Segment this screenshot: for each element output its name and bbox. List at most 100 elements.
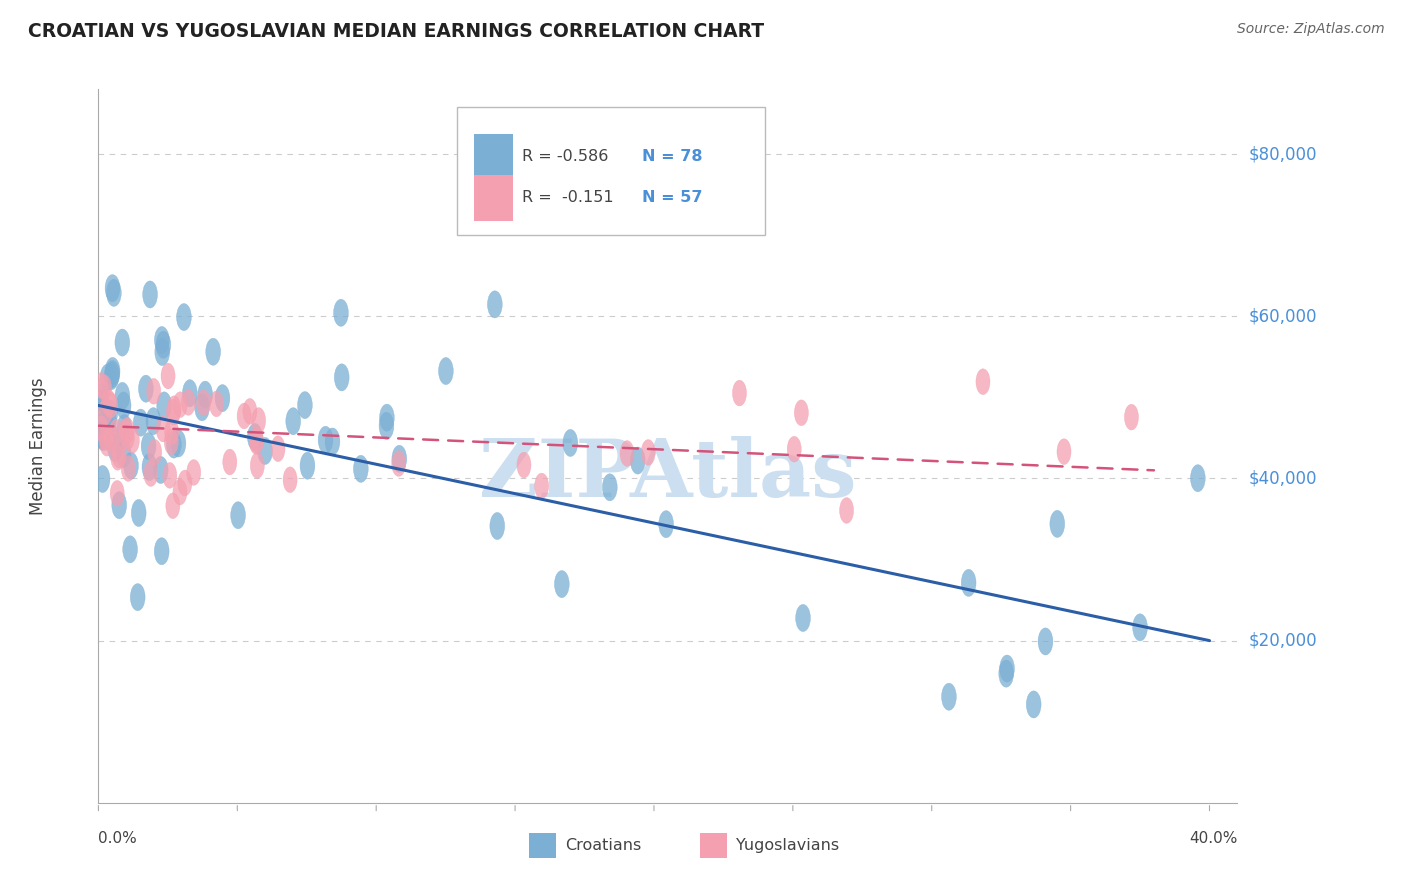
Ellipse shape	[110, 419, 124, 445]
Text: $20,000: $20,000	[1249, 632, 1317, 649]
Ellipse shape	[942, 683, 956, 710]
Text: CROATIAN VS YUGOSLAVIAN MEDIAN EARNINGS CORRELATION CHART: CROATIAN VS YUGOSLAVIAN MEDIAN EARNINGS …	[28, 22, 765, 41]
Ellipse shape	[115, 383, 129, 409]
Ellipse shape	[796, 605, 810, 632]
Ellipse shape	[107, 279, 121, 307]
FancyBboxPatch shape	[529, 833, 557, 858]
Ellipse shape	[142, 453, 157, 481]
Ellipse shape	[602, 474, 617, 501]
Ellipse shape	[392, 445, 406, 473]
Ellipse shape	[112, 491, 127, 519]
Ellipse shape	[243, 399, 257, 425]
Ellipse shape	[94, 416, 108, 442]
Ellipse shape	[209, 391, 224, 417]
Ellipse shape	[252, 408, 266, 434]
Ellipse shape	[98, 425, 112, 450]
Ellipse shape	[121, 425, 135, 450]
Ellipse shape	[94, 421, 110, 449]
Ellipse shape	[155, 326, 169, 353]
Ellipse shape	[1000, 655, 1015, 682]
FancyBboxPatch shape	[700, 833, 727, 858]
Ellipse shape	[962, 569, 976, 597]
Ellipse shape	[1038, 628, 1053, 655]
Ellipse shape	[118, 420, 132, 446]
Ellipse shape	[138, 376, 153, 402]
Ellipse shape	[141, 433, 156, 459]
Text: $60,000: $60,000	[1249, 307, 1317, 326]
Ellipse shape	[194, 393, 209, 421]
Ellipse shape	[156, 331, 170, 359]
Ellipse shape	[155, 538, 169, 565]
Ellipse shape	[285, 408, 301, 434]
Ellipse shape	[117, 392, 131, 419]
Text: 0.0%: 0.0%	[98, 831, 138, 847]
Ellipse shape	[215, 384, 229, 412]
Ellipse shape	[98, 400, 112, 425]
Ellipse shape	[318, 426, 333, 453]
Ellipse shape	[794, 400, 808, 425]
Ellipse shape	[488, 291, 502, 318]
Ellipse shape	[153, 457, 169, 483]
Text: 40.0%: 40.0%	[1189, 831, 1237, 847]
Ellipse shape	[976, 368, 990, 394]
FancyBboxPatch shape	[474, 175, 513, 221]
Text: $40,000: $40,000	[1249, 469, 1317, 487]
Ellipse shape	[198, 381, 212, 409]
Ellipse shape	[120, 417, 134, 443]
Ellipse shape	[96, 466, 110, 492]
Ellipse shape	[998, 660, 1014, 687]
Ellipse shape	[163, 463, 177, 488]
Ellipse shape	[94, 390, 108, 417]
Ellipse shape	[94, 384, 108, 411]
Ellipse shape	[172, 430, 186, 457]
Ellipse shape	[1050, 510, 1064, 538]
Ellipse shape	[162, 363, 176, 389]
Ellipse shape	[100, 364, 115, 392]
Ellipse shape	[298, 392, 312, 418]
Ellipse shape	[105, 358, 120, 384]
Text: N = 78: N = 78	[641, 149, 702, 164]
Ellipse shape	[247, 424, 262, 450]
Ellipse shape	[1026, 691, 1040, 718]
Ellipse shape	[380, 412, 394, 440]
Ellipse shape	[333, 299, 349, 326]
Ellipse shape	[165, 419, 179, 445]
Ellipse shape	[143, 460, 157, 486]
Ellipse shape	[249, 427, 263, 453]
Ellipse shape	[121, 456, 135, 482]
Ellipse shape	[156, 392, 172, 419]
Ellipse shape	[101, 408, 117, 435]
Ellipse shape	[283, 467, 297, 492]
Ellipse shape	[166, 431, 181, 458]
FancyBboxPatch shape	[474, 134, 513, 179]
Ellipse shape	[380, 404, 394, 431]
Ellipse shape	[156, 417, 170, 442]
Ellipse shape	[554, 571, 569, 598]
Ellipse shape	[205, 338, 221, 366]
Ellipse shape	[134, 409, 148, 436]
Text: Source: ZipAtlas.com: Source: ZipAtlas.com	[1237, 22, 1385, 37]
FancyBboxPatch shape	[457, 107, 765, 235]
Ellipse shape	[142, 281, 157, 308]
Ellipse shape	[325, 428, 340, 455]
Ellipse shape	[105, 360, 120, 388]
Ellipse shape	[1191, 465, 1205, 491]
Ellipse shape	[94, 373, 108, 399]
Ellipse shape	[179, 470, 193, 496]
Ellipse shape	[108, 434, 122, 462]
Ellipse shape	[96, 424, 111, 450]
Text: $80,000: $80,000	[1249, 145, 1317, 163]
Ellipse shape	[299, 452, 315, 479]
Ellipse shape	[517, 452, 531, 478]
Ellipse shape	[641, 440, 655, 466]
Ellipse shape	[562, 429, 578, 457]
Ellipse shape	[131, 500, 146, 526]
Ellipse shape	[353, 455, 368, 483]
Ellipse shape	[392, 450, 406, 476]
Ellipse shape	[105, 275, 120, 301]
Ellipse shape	[146, 378, 160, 404]
Text: Median Earnings: Median Earnings	[30, 377, 48, 515]
Ellipse shape	[1133, 614, 1147, 641]
Ellipse shape	[117, 415, 132, 442]
Text: ZIPAtlas: ZIPAtlas	[479, 435, 856, 514]
